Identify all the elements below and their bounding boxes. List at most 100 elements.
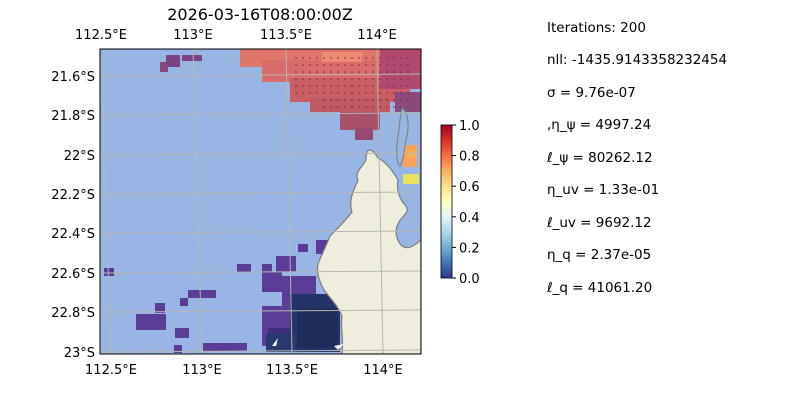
field-dot bbox=[351, 99, 353, 101]
field-dot bbox=[330, 85, 332, 87]
field-dot bbox=[386, 57, 388, 59]
field-dot bbox=[337, 57, 339, 59]
field-dot bbox=[302, 57, 304, 59]
field-dot bbox=[358, 71, 360, 73]
field-dot bbox=[365, 85, 367, 87]
inlet-water bbox=[396, 107, 409, 167]
field-dot bbox=[407, 64, 409, 66]
ytick-label: 22.8°S bbox=[51, 306, 95, 321]
field-dot bbox=[344, 106, 346, 108]
ytick-label: 22°S bbox=[64, 149, 95, 164]
stat-ell-q: ℓ_q = 41061.20 bbox=[547, 280, 653, 296]
bottom-xtick-label: 114°E bbox=[363, 363, 403, 378]
gridline bbox=[192, 49, 203, 354]
field-dot bbox=[316, 85, 318, 87]
field-dot bbox=[407, 78, 409, 80]
stat-eta-uv: η_uv = 1.33e-01 bbox=[547, 182, 660, 198]
field-dot bbox=[386, 64, 388, 66]
field-dot bbox=[302, 78, 304, 80]
field-dot bbox=[386, 92, 388, 94]
colorbar: 1.0 0.8 0.6 0.4 0.2 0.0 bbox=[440, 119, 480, 287]
field-dot bbox=[386, 78, 388, 80]
field-warm-region bbox=[160, 49, 421, 140]
field-dot bbox=[407, 99, 409, 101]
ytick-label: 23°S bbox=[64, 346, 95, 361]
field-dot bbox=[386, 85, 388, 87]
field-dot bbox=[372, 71, 374, 73]
colorbar-tick-label: 0.8 bbox=[459, 150, 480, 165]
field-dot bbox=[372, 57, 374, 59]
gridline bbox=[100, 152, 421, 156]
map-area bbox=[100, 49, 421, 354]
field-dot bbox=[400, 78, 402, 80]
field-dot bbox=[351, 57, 353, 59]
field-dot bbox=[337, 78, 339, 80]
field-dot bbox=[365, 78, 367, 80]
field-dot bbox=[309, 92, 311, 94]
field-dot bbox=[407, 106, 409, 108]
field-dot bbox=[365, 106, 367, 108]
field-dot bbox=[351, 64, 353, 66]
gridline bbox=[100, 112, 421, 116]
field-dot bbox=[344, 78, 346, 80]
field-dot bbox=[337, 106, 339, 108]
gridline bbox=[100, 191, 421, 195]
field-dot bbox=[295, 64, 297, 66]
field-dot bbox=[337, 85, 339, 87]
field-dot bbox=[330, 64, 332, 66]
map-frame bbox=[99, 48, 422, 355]
colorbar-tick-label: 0.4 bbox=[459, 211, 480, 226]
top-xtick-label: 112.5°E bbox=[75, 28, 127, 43]
field-dot bbox=[358, 78, 360, 80]
ytick-label: 21.8°S bbox=[51, 109, 95, 124]
field-dot bbox=[295, 57, 297, 59]
field-dot bbox=[407, 92, 409, 94]
field-dot bbox=[407, 57, 409, 59]
field-dot bbox=[323, 92, 325, 94]
colorbar-tick-label: 1.0 bbox=[459, 119, 480, 134]
field-dot bbox=[393, 57, 395, 59]
field-dot bbox=[365, 57, 367, 59]
field-dot bbox=[323, 99, 325, 101]
gridline bbox=[285, 49, 293, 354]
field-dot bbox=[295, 78, 297, 80]
field-dot bbox=[344, 64, 346, 66]
field-dot bbox=[372, 64, 374, 66]
field-dot bbox=[372, 78, 374, 80]
gridline bbox=[100, 230, 421, 234]
stat-eta-psi: ,η_ψ = 4997.24 bbox=[547, 117, 652, 133]
ytick-label: 21.6°S bbox=[51, 70, 95, 85]
bottom-xtick-label: 112.5°E bbox=[85, 363, 137, 378]
field-dot bbox=[386, 71, 388, 73]
colorbar-tick-label: 0.0 bbox=[459, 272, 480, 287]
gridline bbox=[376, 49, 384, 354]
field-dot bbox=[351, 92, 353, 94]
field-dot bbox=[323, 64, 325, 66]
top-xtick-label: 114°E bbox=[357, 28, 397, 43]
ytick-label: 22.4°S bbox=[51, 227, 95, 242]
stat-eta-q: η_q = 2.37e-05 bbox=[547, 247, 652, 263]
field-dot bbox=[386, 99, 388, 101]
field-dot bbox=[393, 85, 395, 87]
field-dot bbox=[393, 92, 395, 94]
field-dot bbox=[393, 71, 395, 73]
marker-arrow bbox=[272, 338, 278, 346]
stat-ell-uv: ℓ_uv = 9692.12 bbox=[547, 215, 652, 231]
field-dot bbox=[323, 71, 325, 73]
ytick-label: 22.6°S bbox=[51, 267, 95, 282]
field-dot bbox=[400, 99, 402, 101]
colorbar-tick-label: 0.2 bbox=[459, 241, 480, 256]
field-dot bbox=[330, 99, 332, 101]
field-dot bbox=[316, 92, 318, 94]
field-hot-patch-3 bbox=[403, 174, 419, 184]
field-dot bbox=[400, 92, 402, 94]
field-dot bbox=[295, 92, 297, 94]
stat-iterations: Iterations: 200 bbox=[547, 20, 646, 36]
field-dot bbox=[400, 57, 402, 59]
field-dot bbox=[344, 57, 346, 59]
field-dot bbox=[400, 64, 402, 66]
field-dot bbox=[302, 92, 304, 94]
field-dot bbox=[379, 78, 381, 80]
land-mass bbox=[316, 49, 421, 354]
